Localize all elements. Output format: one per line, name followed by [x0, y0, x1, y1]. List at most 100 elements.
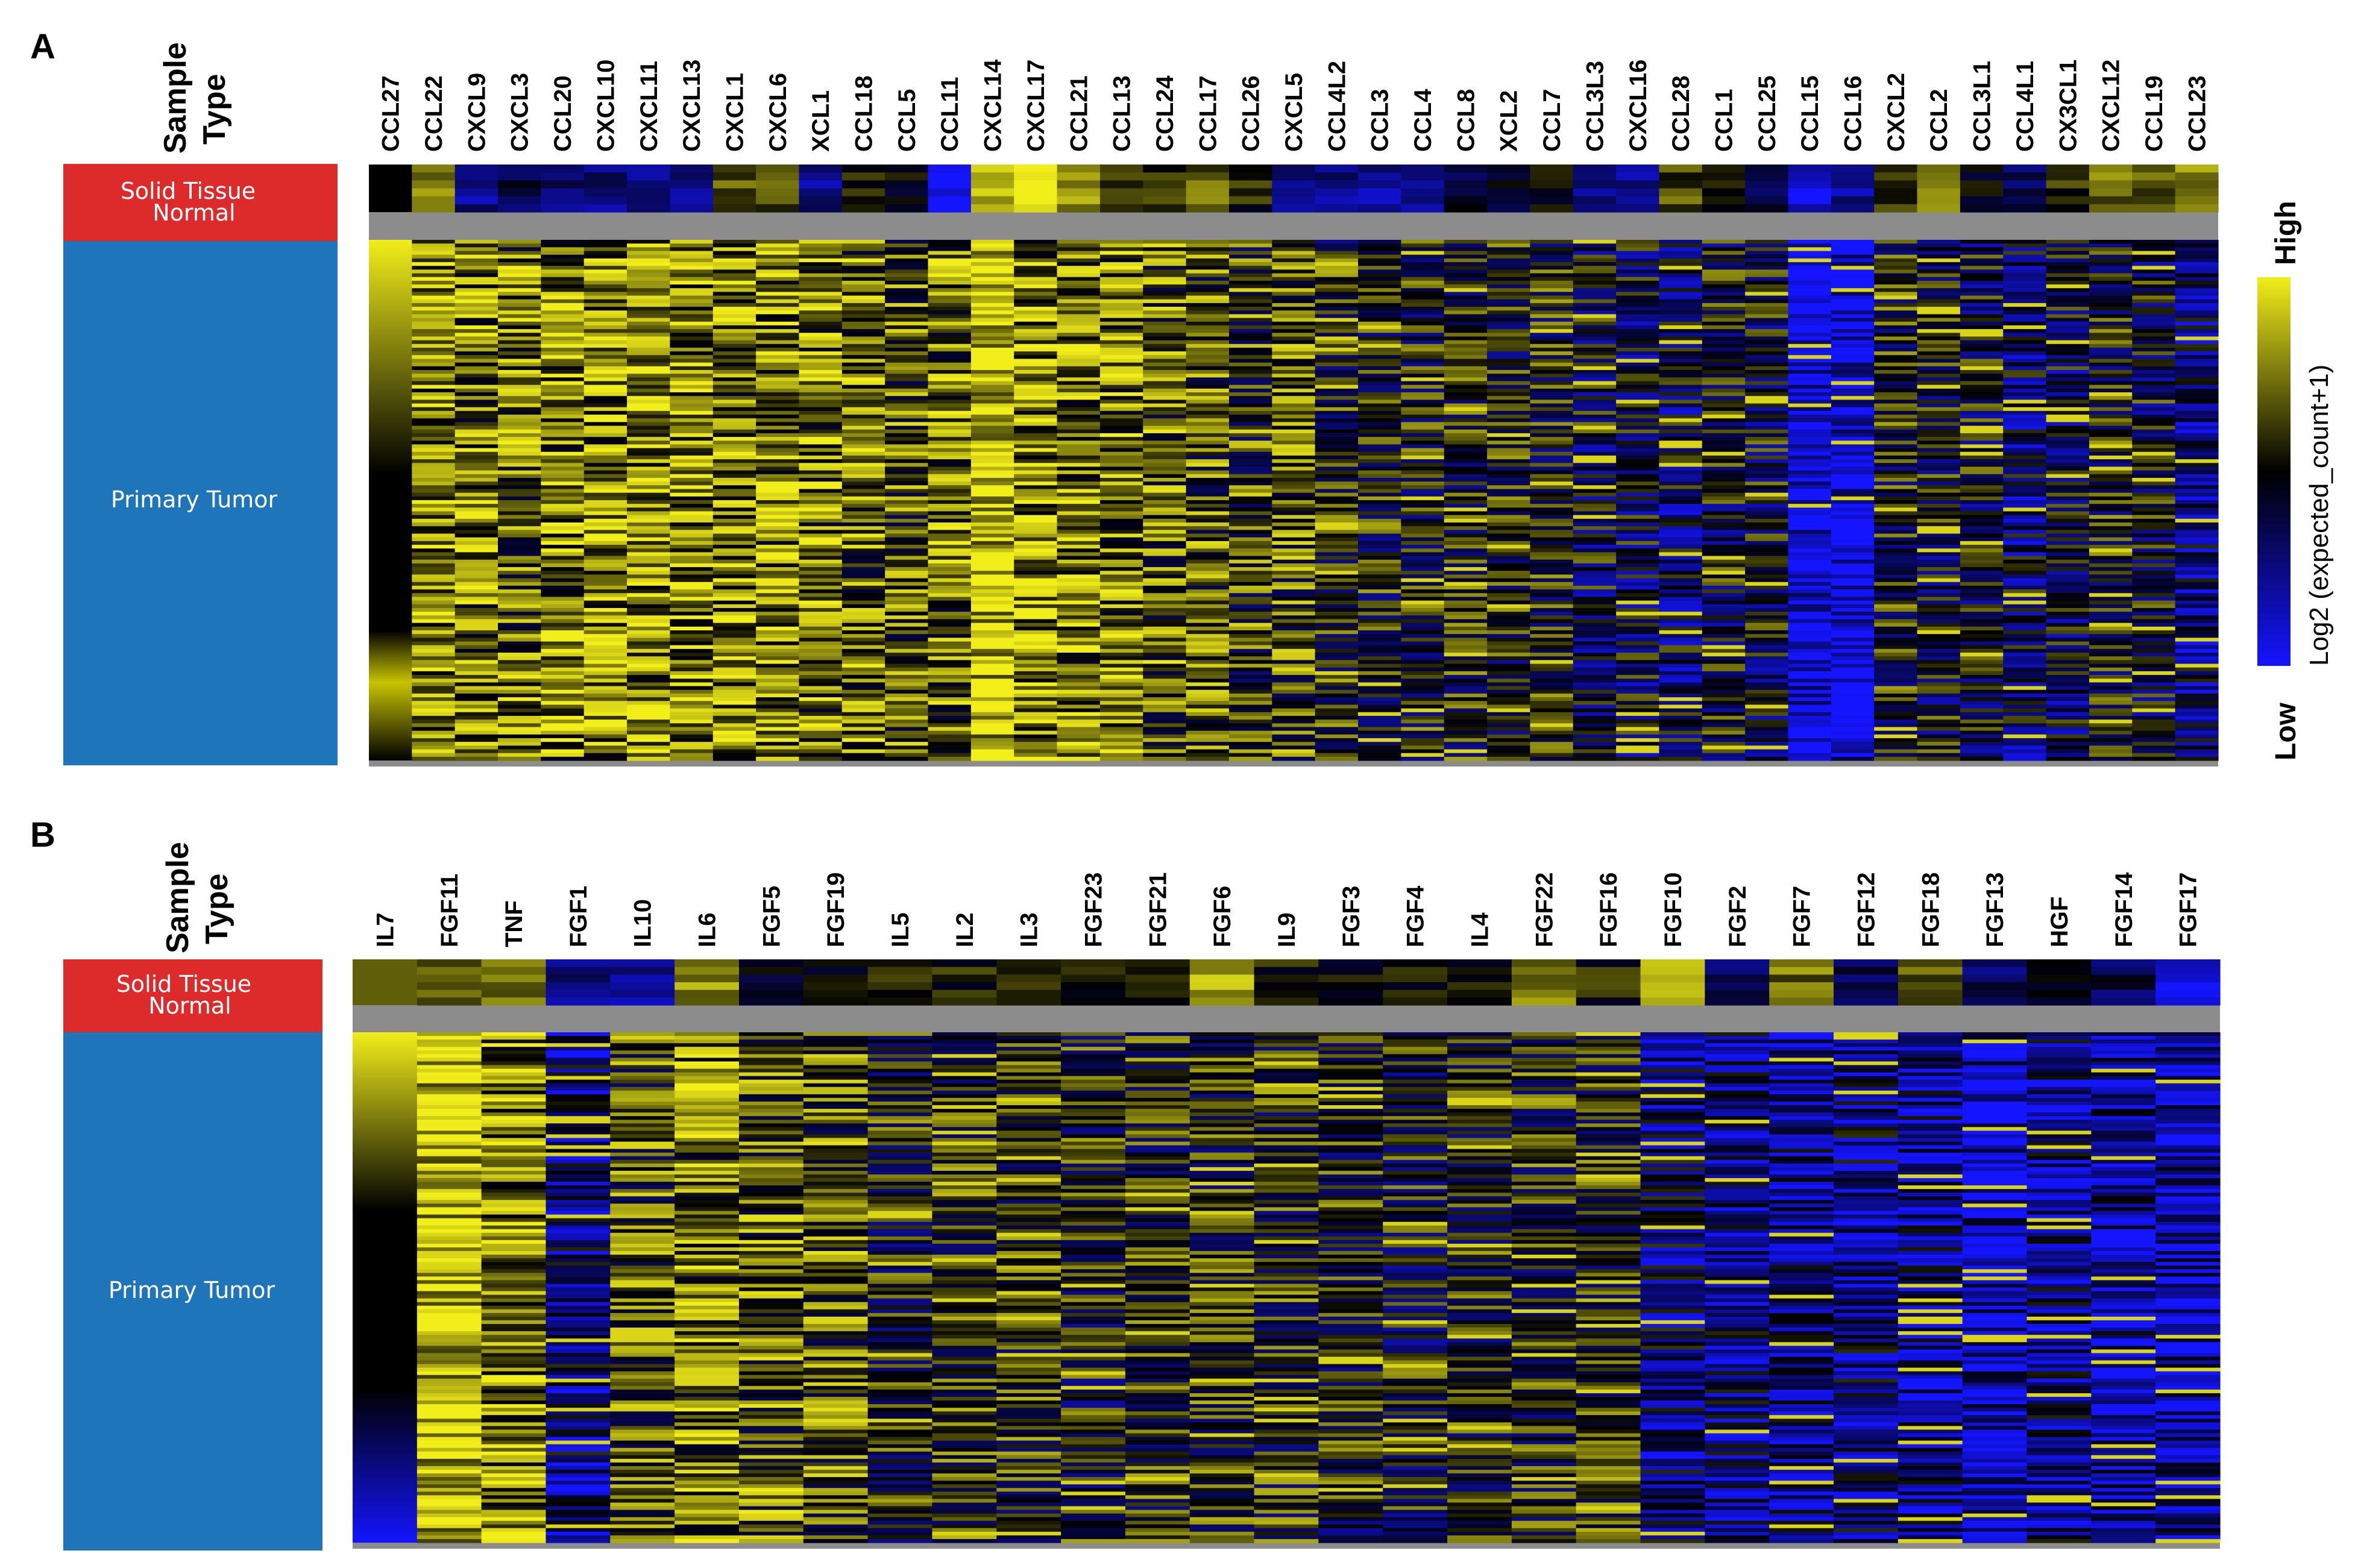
cell-normal-ccl19	[2132, 165, 2176, 213]
gene-label-cxcl3: CXCL3	[507, 73, 533, 152]
cell-normal-ccl22	[412, 165, 456, 213]
cell-tumor-fgf17	[2155, 1032, 2221, 1543]
cell-tumor-il3	[996, 1032, 1061, 1543]
gene-label-fgf11: FGF11	[436, 874, 463, 947]
gene-label-ccl3l1: CCL3L1	[1969, 61, 1996, 152]
cell-normal-cxcl16	[1616, 165, 1660, 213]
cell-normal-fgf1	[546, 959, 611, 1006]
cell-normal-ccl7	[1530, 165, 1574, 213]
cell-tumor-ccl5	[885, 240, 929, 761]
cell-tumor-tnf	[481, 1032, 547, 1543]
cell-tumor-ccl7	[1530, 240, 1574, 761]
cell-tumor-fgf2	[1705, 1032, 1770, 1543]
cell-normal-ccl3l3	[1573, 165, 1617, 213]
cell-tumor-cxcl1	[712, 240, 756, 761]
cell-normal-il6	[674, 959, 740, 1006]
cell-tumor-ccl4l2	[1315, 240, 1359, 761]
gene-label-cxcl14: CXCL14	[980, 59, 1007, 152]
gene-label-il4: IL4	[1467, 912, 1493, 947]
legend-high-label: High	[2270, 201, 2302, 265]
cell-normal-cxcl14	[970, 165, 1014, 213]
gene-label-xcl1: XCL1	[808, 90, 834, 152]
panel-b-tumor-group-bar	[63, 1032, 322, 1551]
gene-label-il3: IL3	[1016, 912, 1043, 947]
gene-label-cxcl13: CXCL13	[679, 60, 705, 152]
gene-label-ccl17: CCL17	[1195, 75, 1221, 152]
panel-b-letter: B	[30, 815, 55, 855]
cell-normal-fgf7	[1769, 959, 1834, 1006]
cell-tumor-cxcl11	[627, 240, 671, 761]
cell-normal-ccl3l1	[1960, 165, 2004, 213]
cell-tumor-ccl21	[1057, 240, 1101, 761]
cell-normal-ccl1	[1702, 165, 1746, 213]
gene-label-fgf10: FGF10	[1660, 873, 1687, 947]
gene-label-ccl5: CCL5	[894, 89, 920, 152]
cell-normal-il3	[996, 959, 1061, 1006]
cell-normal-cxcl3	[498, 165, 541, 213]
gene-label-ccl3l3: CCL3L3	[1582, 61, 1608, 152]
cell-normal-fgf12	[1834, 959, 1899, 1006]
cell-tumor-il7	[353, 1032, 418, 1543]
cell-tumor-ccl16	[1831, 240, 1875, 761]
gene-label-cx3cl1: CX3CL1	[2055, 60, 2081, 152]
panel-a-gene-labels: CCL27 CCL22 CXCL9 CXCL3 CCL20 CXCL10 CXCL11 CXC…	[378, 59, 2211, 152]
gene-label-fgf23: FGF23	[1081, 873, 1107, 947]
cell-normal-cxcl12	[2089, 165, 2133, 213]
panel-a-bottom-edge	[369, 760, 2218, 767]
panel-b-heatmap	[353, 959, 2221, 1549]
cell-normal-fgf6	[1189, 959, 1255, 1006]
cell-tumor-cx3cl1	[2046, 240, 2090, 761]
cell-normal-cxcl5	[1272, 165, 1316, 213]
gene-label-ccl11: CCL11	[937, 77, 963, 152]
gene-label-fgf17: FGF17	[2175, 873, 2202, 947]
cell-normal-cx3cl1	[2046, 165, 2090, 213]
cell-normal-il5	[867, 959, 933, 1006]
cell-tumor-cxcl16	[1616, 240, 1660, 761]
cell-tumor-ccl3	[1358, 240, 1401, 761]
cell-normal-ccl28	[1659, 165, 1703, 213]
cell-tumor-xcl1	[799, 240, 843, 761]
panel-a-normal-label-line1: Solid Tissue	[121, 178, 256, 204]
gene-label-cxcl6: CXCL6	[765, 73, 791, 152]
cell-normal-ccl25	[1745, 165, 1789, 213]
gene-label-il2: IL2	[952, 912, 978, 947]
gene-label-ccl3: CCL3	[1367, 89, 1394, 152]
gene-label-ccl26: CCL26	[1238, 75, 1265, 152]
cell-normal-xcl1	[799, 165, 843, 213]
cell-normal-ccl4l1	[2003, 165, 2047, 213]
gene-label-il10: IL10	[630, 899, 656, 947]
cell-tumor-cxcl17	[1014, 240, 1058, 761]
gene-label-fgf13: FGF13	[1982, 873, 2008, 947]
gene-label-ccl1: CCL1	[1711, 89, 1737, 152]
cell-tumor-fgf10	[1640, 1032, 1705, 1543]
cell-tumor-fgf21	[1125, 1032, 1190, 1543]
gene-label-ccl16: CCL16	[1840, 75, 1867, 152]
cell-tumor-ccl8	[1444, 240, 1488, 761]
cell-tumor-ccl22	[412, 240, 456, 761]
cell-tumor-ccl15	[1788, 240, 1832, 761]
gene-label-ccl19: CCL19	[2141, 75, 2168, 152]
gene-label-ccl7: CCL7	[1539, 89, 1565, 152]
cell-tumor-fgf16	[1576, 1032, 1641, 1543]
cell-tumor-cxcl5	[1272, 240, 1316, 761]
gene-label-il7: IL7	[372, 912, 398, 947]
gene-label-fgf5: FGF5	[758, 886, 785, 947]
gene-label-cxcl1: CXCL1	[722, 73, 748, 152]
cell-normal-il7	[353, 959, 418, 1005]
cell-tumor-fgf12	[1834, 1032, 1899, 1543]
gene-label-cxcl2: CXCL2	[1883, 73, 1910, 152]
gene-label-fgf3: FGF3	[1338, 886, 1365, 947]
gene-label-il5: IL5	[887, 912, 914, 947]
cell-tumor-cxcl9	[454, 240, 498, 761]
gene-label-cxcl10: CXCL10	[593, 60, 619, 152]
cell-tumor-fgf1	[546, 1032, 611, 1543]
cell-tumor-cxcl10	[583, 240, 627, 761]
gene-label-ccl15: CCL15	[1797, 75, 1823, 152]
panel-a-letter: A	[30, 27, 55, 66]
gene-label-fgf18: FGF18	[1917, 873, 1944, 947]
cell-normal-ccl20	[541, 165, 585, 213]
cell-tumor-fgf13	[1962, 1032, 2028, 1543]
cell-tumor-ccl11	[928, 240, 972, 761]
cell-tumor-il2	[932, 1032, 997, 1543]
